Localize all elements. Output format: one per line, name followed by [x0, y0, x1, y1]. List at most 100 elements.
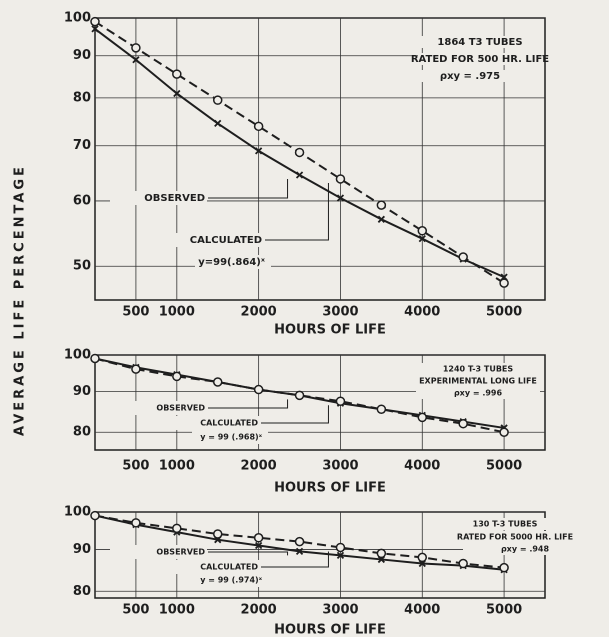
- leader-line: [261, 551, 329, 568]
- y-tick-label: 100: [64, 505, 91, 520]
- label-bg: [110, 401, 207, 415]
- point: [376, 200, 387, 210]
- series-label: CALCULATED: [200, 563, 258, 572]
- label-bg: [163, 560, 260, 574]
- x-tick-label: 3000: [322, 603, 358, 618]
- label-bg: [463, 543, 587, 555]
- x-tick-label: 1000: [159, 459, 195, 474]
- leader-line: [208, 399, 289, 409]
- point: [335, 174, 346, 184]
- series-line: [94, 514, 505, 569]
- label-bg: [192, 430, 268, 444]
- series-label: OBSERVED: [144, 193, 205, 204]
- point: [253, 533, 264, 543]
- leader-line: [265, 182, 329, 241]
- x-tick-label: 2000: [241, 305, 277, 320]
- point: [499, 427, 509, 437]
- y-tick-label: 80: [73, 584, 91, 599]
- label-bg: [408, 70, 532, 82]
- x-tick-label: 4000: [404, 305, 440, 320]
- point: [336, 194, 345, 202]
- label-bg: [416, 375, 540, 387]
- label-bg: [453, 531, 577, 543]
- x-tick-label: 5000: [486, 603, 522, 618]
- leader-line: [208, 551, 289, 556]
- formula: y=99(.864)ˣ: [198, 257, 266, 268]
- y-tick-label: 50: [73, 259, 91, 274]
- label-bg: [110, 191, 207, 205]
- annotation: RATED FOR 500 HR. LIFE: [411, 54, 549, 65]
- x-tick-label: 3000: [322, 459, 358, 474]
- x-tick-label: 2000: [241, 459, 277, 474]
- point: [212, 95, 223, 105]
- label-bg: [416, 363, 540, 375]
- annotation: ρxy = .948: [501, 545, 550, 554]
- point: [90, 510, 100, 521]
- annotation: ρxy = .996: [454, 389, 503, 398]
- y-tick-label: 100: [64, 11, 91, 26]
- point: [336, 551, 345, 560]
- leader-line: [208, 179, 289, 199]
- formula: y = 99 (.968)ˣ: [200, 433, 262, 442]
- label-bg: [167, 233, 264, 247]
- point: [294, 536, 305, 547]
- point: [172, 523, 182, 534]
- x-tick-label: 2000: [241, 603, 277, 618]
- x-axis-label: HOURS OF LIFE: [274, 481, 386, 496]
- label-bg: [416, 387, 540, 399]
- point: [253, 121, 264, 132]
- point: [172, 371, 182, 382]
- y-tick-label: 80: [73, 425, 91, 440]
- y-tick-label: 80: [73, 90, 91, 105]
- x-tick-label: 1000: [159, 305, 195, 320]
- annotation: 1240 T-3 TUBES: [443, 365, 514, 374]
- series-label: CALCULATED: [190, 235, 262, 246]
- point: [214, 119, 222, 128]
- point: [294, 147, 305, 158]
- x-tick-label: 5000: [486, 459, 522, 474]
- y-tick-label: 90: [73, 384, 91, 399]
- x-tick-label: 4000: [404, 459, 440, 474]
- x-tick-label: 5000: [486, 305, 522, 320]
- point: [254, 147, 263, 155]
- y-axis-label: AVERAGE LIFE PERCENTAGE: [13, 164, 28, 436]
- point: [499, 278, 509, 288]
- point: [417, 552, 428, 563]
- y-tick-label: 70: [73, 138, 91, 153]
- series-label: CALCULATED: [200, 419, 258, 428]
- x-axis-label: HOURS OF LIFE: [274, 623, 386, 637]
- point: [377, 215, 386, 223]
- x-tick-label: 500: [122, 305, 149, 320]
- point: [376, 404, 387, 414]
- formula: y = 99 (.974)ˣ: [200, 576, 262, 585]
- point: [335, 542, 346, 553]
- point: [418, 235, 426, 243]
- point: [131, 518, 141, 528]
- label-bg: [195, 255, 271, 269]
- y-tick-label: 90: [73, 48, 91, 63]
- annotation: 130 T-3 TUBES: [473, 520, 538, 529]
- y-tick-label: 60: [73, 193, 91, 208]
- label-bg: [418, 53, 542, 65]
- point: [294, 390, 305, 401]
- y-tick-label: 90: [73, 542, 91, 557]
- point: [90, 353, 100, 364]
- label-bg: [110, 545, 207, 559]
- series-label: OBSERVED: [156, 404, 205, 413]
- point: [417, 226, 428, 236]
- label-bg: [192, 573, 268, 587]
- label-bg: [163, 416, 260, 430]
- point: [376, 548, 387, 559]
- point: [458, 558, 468, 569]
- x-axis-label: HOURS OF LIFE: [274, 323, 386, 338]
- x-tick-label: 4000: [404, 603, 440, 618]
- x-tick-label: 1000: [159, 603, 195, 618]
- label-bg: [418, 36, 542, 48]
- leader-line: [261, 405, 329, 424]
- series-label: OBSERVED: [156, 548, 205, 557]
- point: [173, 89, 181, 98]
- point: [458, 418, 468, 429]
- point: [172, 69, 182, 79]
- point: [335, 396, 346, 406]
